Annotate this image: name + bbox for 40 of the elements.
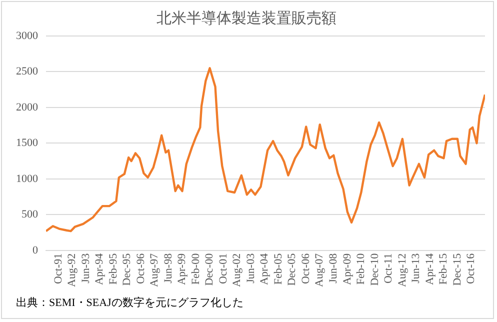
x-tick-label: Jun-03	[244, 252, 257, 284]
y-tick-label: 3000	[16, 30, 38, 42]
x-tick-label: Oct-96	[134, 252, 147, 284]
x-tick-label: Dec-95	[121, 252, 134, 286]
x-tick-label: Feb-10	[355, 252, 368, 285]
x-tick-label: Dec-15	[451, 252, 464, 286]
x-tick-label: Jun-98	[162, 252, 174, 284]
x-tick-label: Oct-11	[382, 253, 395, 284]
x-tick-label: Oct-16	[465, 252, 478, 284]
y-tick-label: 1000	[16, 172, 38, 185]
x-tick-label: Dec-05	[286, 252, 298, 286]
x-tick-label: Oct-91	[52, 253, 64, 284]
x-tick-label: Feb-00	[190, 252, 202, 285]
x-tick-label: Dec-10	[368, 252, 381, 286]
x-tick-label: Dec-00	[204, 252, 216, 286]
x-tick-label: Apr-09	[341, 252, 354, 285]
y-tick-label: 0	[32, 244, 38, 256]
x-tick-label: Feb-95	[107, 252, 120, 285]
x-tick-label: Apr-94	[94, 252, 106, 285]
x-tick-label: Aug-97	[148, 252, 161, 287]
x-tick-label: Jun-93	[80, 252, 92, 284]
x-tick-label: Jun-08	[328, 252, 340, 284]
x-tick-label: Aug-02	[231, 253, 244, 287]
x-tick-label: Aug-12	[396, 253, 408, 287]
x-tick-label: Apr-04	[258, 252, 271, 285]
x-tick-label: Oct-01	[217, 253, 230, 284]
y-tick-label: 2500	[16, 66, 38, 78]
x-tick-label: Apr-14	[424, 252, 436, 285]
x-tick-label: Apr-99	[176, 252, 188, 285]
x-tick-label: Aug-07	[314, 252, 326, 287]
y-tick-label: 2000	[16, 101, 38, 114]
x-tick-label: Feb-05	[272, 252, 284, 285]
x-tick-label: Oct-06	[300, 252, 312, 284]
y-tick-label: 500	[22, 208, 38, 221]
chart-title: 北米半導体製造装置販売額	[156, 10, 336, 27]
x-tick-label: Feb-15	[438, 252, 450, 285]
x-tick-label: Aug-92	[66, 253, 78, 287]
x-tick-label: Jun-13	[410, 252, 422, 284]
y-tick-label: 1500	[16, 137, 38, 150]
source-note: 出典：SEMI・SEAJの数字を元にグラフ化した	[16, 296, 244, 310]
